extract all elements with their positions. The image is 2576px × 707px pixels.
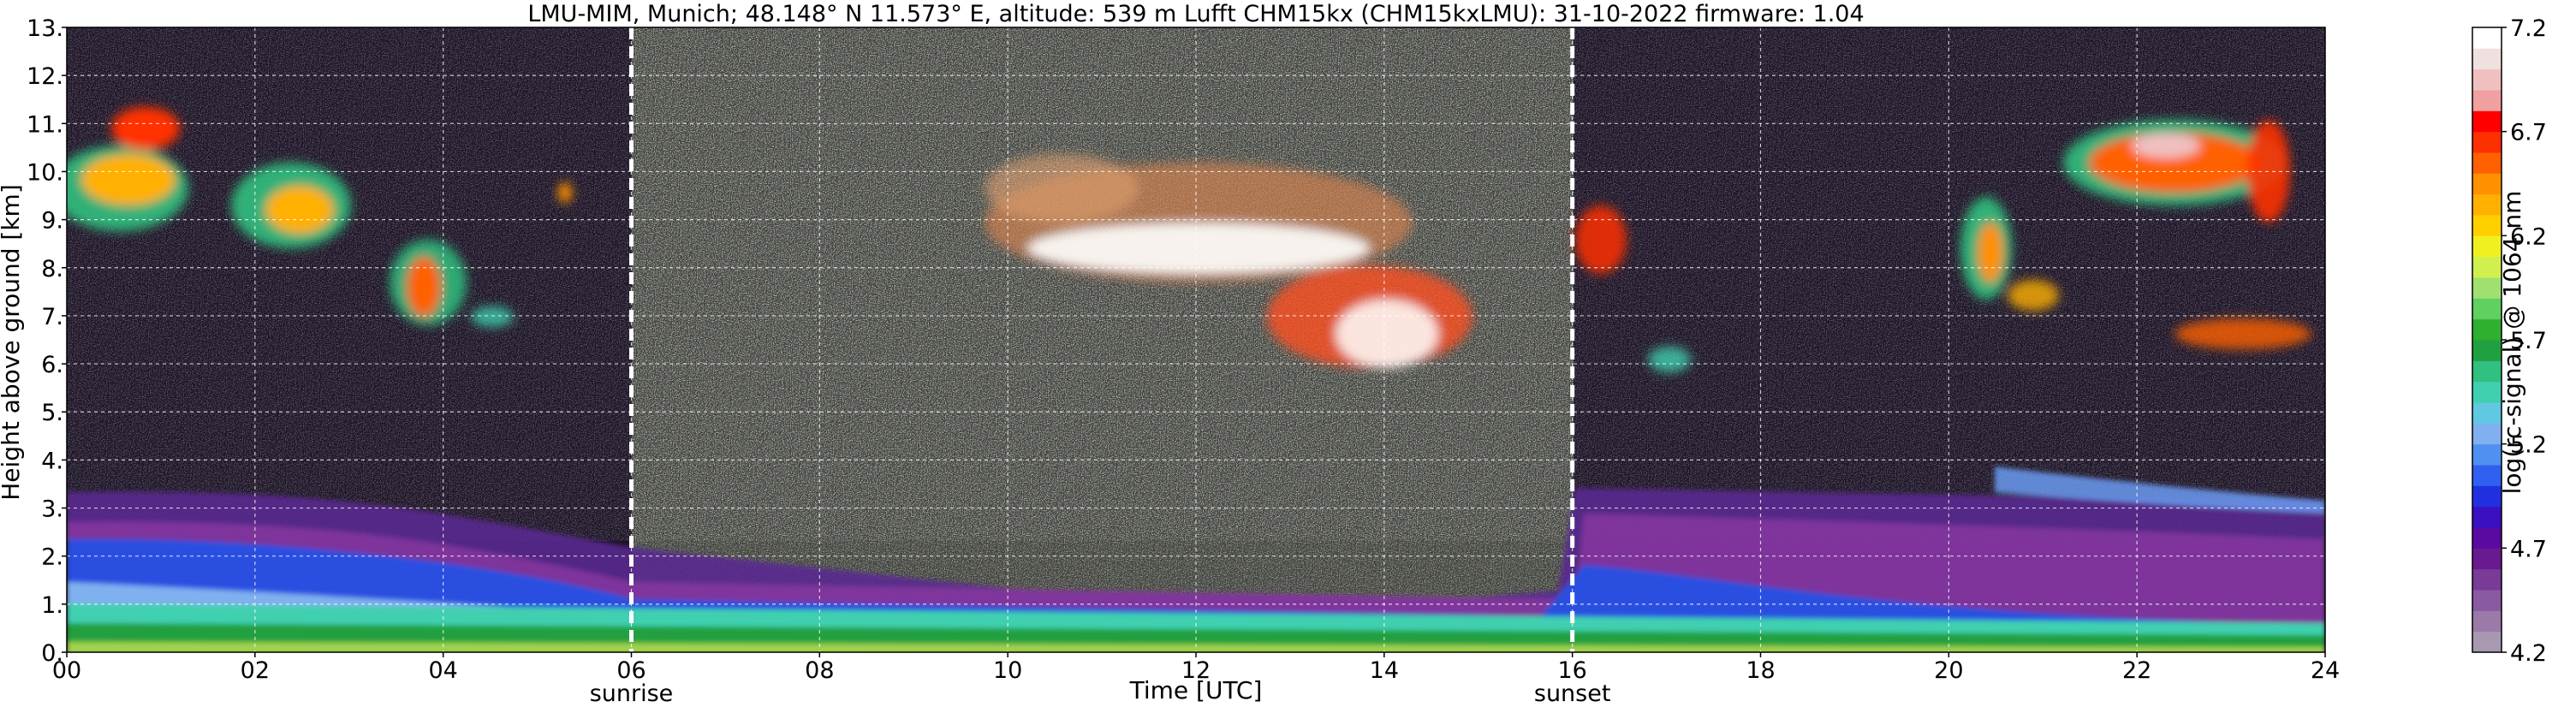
colorbar-segment	[2472, 443, 2502, 466]
cloud-blob	[1978, 223, 2003, 282]
cloud-blob	[2089, 133, 2260, 193]
x-tick-label: 10	[993, 657, 1022, 684]
cloud-blob	[2132, 133, 2200, 158]
colorbar	[2472, 27, 2502, 653]
colorbar-tick-label: 6.2	[2510, 223, 2547, 250]
cloud-blob	[558, 182, 572, 203]
colorbar-segment	[2472, 610, 2502, 633]
colorbar-segment	[2472, 590, 2502, 611]
colorbar-segment	[2472, 527, 2502, 549]
colorbar-segment	[2472, 381, 2502, 403]
y-tick-label: 10.	[27, 159, 63, 186]
y-tick-label: 13.	[27, 15, 63, 42]
cloud-blob	[81, 154, 176, 205]
marker-label-sunset: sunset	[1534, 680, 1611, 707]
cloud-blob	[1027, 223, 1370, 274]
cloud-blob	[2174, 318, 2311, 349]
colorbar-segment	[2472, 548, 2502, 570]
x-tick-label: 14	[1370, 657, 1399, 684]
colorbar-tick-label: 4.2	[2510, 640, 2547, 667]
cloud-blob	[1648, 347, 1691, 372]
colorbar-tick-label: 5.2	[2510, 432, 2547, 459]
colorbar-segment	[2472, 298, 2502, 320]
colorbar-segment	[2472, 360, 2502, 383]
x-tick-label: 00	[52, 657, 81, 684]
x-tick-label: 16	[1557, 657, 1586, 684]
colorbar-segment	[2472, 27, 2502, 49]
colorbar-segment	[2472, 68, 2502, 91]
x-tick-label: 06	[616, 657, 645, 684]
time-markers	[629, 27, 1575, 652]
y-tick-label: 3.	[41, 496, 63, 523]
cloud-blob	[265, 186, 334, 234]
y-tick-label: 12.	[27, 63, 63, 90]
colorbar-segment	[2472, 340, 2502, 361]
y-tick-label: 4.	[41, 448, 63, 474]
y-tick-label: 1.	[41, 592, 63, 619]
colorbar-segment	[2472, 465, 2502, 486]
x-tick-label: 18	[1746, 657, 1775, 684]
y-tick-label: 11.	[27, 111, 63, 138]
cloud-blob	[471, 306, 514, 327]
colorbar-segment	[2472, 506, 2502, 528]
y-axis-title: Height above ground [km]	[0, 184, 25, 501]
colorbar-segment	[2472, 631, 2502, 653]
y-tick-label: 8.	[41, 256, 63, 282]
x-tick-label: 20	[1934, 657, 1963, 684]
colorbar-segment	[2472, 193, 2502, 216]
x-axis-ticks: 00 02 04 06 08 10 12 14 16 18 20 22 24 sunrise sunset	[52, 652, 2340, 707]
cloud-blob	[1336, 300, 1438, 368]
x-tick-label: 02	[241, 657, 270, 684]
y-tick-label: 7.	[41, 304, 63, 330]
evening-aerosol-layer	[1995, 466, 2325, 514]
y-tick-label: 2.	[41, 544, 63, 571]
x-tick-label: 22	[2122, 657, 2151, 684]
cloud-blob	[2008, 280, 2059, 311]
cirrus-evening	[1960, 120, 2311, 349]
cloud-blob	[1575, 205, 1627, 274]
colorbar-segment	[2472, 173, 2502, 195]
colorbar-segment	[2472, 90, 2502, 111]
colorbar-segment	[2472, 256, 2502, 278]
colorbar-title: log(rc-signal) @ 1064 nm	[2498, 191, 2526, 495]
colorbar-ticks: 4.2 4.7 5.2 5.7 6.2 6.7 7.2	[2502, 15, 2547, 667]
y-tick-label: 9.	[41, 208, 63, 235]
colorbar-segment	[2472, 277, 2502, 299]
y-tick-label: 6.	[41, 352, 63, 378]
x-tick-label: 12	[1181, 657, 1211, 684]
y-tick-label: 0.	[41, 640, 63, 667]
colorbar-segment	[2472, 402, 2502, 424]
marker-label-sunrise: sunrise	[590, 680, 674, 707]
x-tick-label: 24	[2311, 657, 2340, 684]
cirrus-night	[67, 107, 572, 327]
colorbar-segment	[2472, 48, 2502, 70]
y-axis-ticks: 0. 1. 2. 3. 4. 5. 6. 7. 8. 9. 10. 11. 12. 13.	[27, 15, 67, 667]
colorbar-segment	[2472, 235, 2502, 258]
plot-area	[67, 27, 2325, 652]
chart-title: LMU-MIM, Munich; 48.148° N 11.573° E, al…	[527, 1, 1864, 27]
colorbar-tick-label: 7.2	[2510, 15, 2547, 42]
colorbar-segment	[2472, 423, 2502, 445]
colorbar-segment	[2472, 485, 2502, 508]
colorbar-segment	[2472, 318, 2502, 341]
colorbar-segment	[2472, 568, 2502, 591]
colorbar-segment	[2472, 152, 2502, 174]
cloud-blob	[111, 107, 180, 150]
cloud-blob	[407, 257, 441, 317]
cloud-blob	[985, 154, 1139, 223]
x-tick-label: 08	[805, 657, 834, 684]
colorbar-tick-label: 4.7	[2510, 536, 2547, 562]
colorbar-tick-label: 6.7	[2510, 120, 2547, 146]
colorbar-tick-label: 5.7	[2510, 328, 2547, 354]
cirrus-midday	[985, 154, 1691, 372]
colorbar-segment	[2472, 131, 2502, 153]
x-axis-title: Time [UTC]	[1129, 676, 1263, 704]
x-tick-label: 04	[428, 657, 457, 684]
colorbar-segment	[2472, 215, 2502, 236]
y-tick-label: 5.	[41, 400, 63, 426]
colorbar-segment	[2472, 110, 2502, 133]
